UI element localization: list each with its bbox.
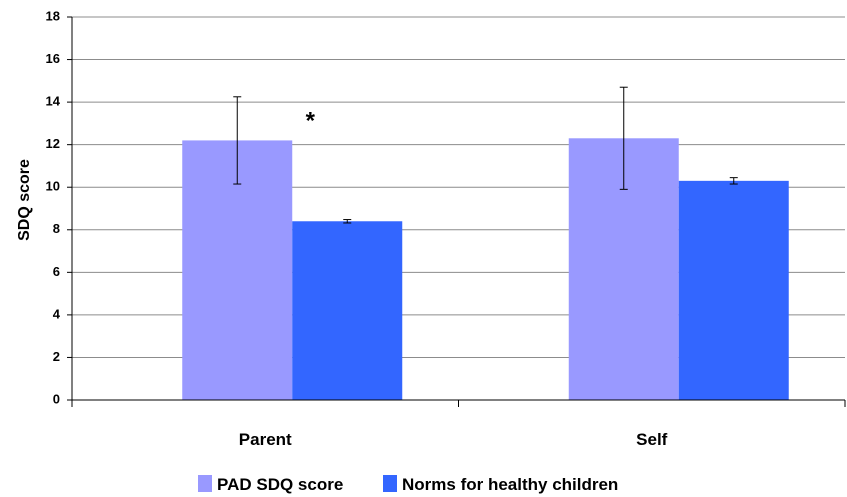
y-tick-label: 10 [46, 179, 60, 194]
annotations: * [306, 107, 316, 134]
axes [71, 17, 846, 407]
legend-swatch [198, 475, 212, 492]
significance-asterisk: * [306, 107, 316, 134]
y-axis-ticks: 0 2 4 6 8 10 12 14 16 18 [46, 8, 72, 406]
y-tick-label: 16 [46, 51, 60, 66]
legend-label: Norms for healthy children [402, 475, 618, 494]
x-category-label: Parent [239, 430, 292, 449]
y-tick-label: 2 [53, 349, 60, 364]
bar-norms-for-healthy-children [292, 221, 403, 400]
x-category-label: Self [636, 430, 668, 449]
x-axis-labels: Parent Self [239, 430, 668, 449]
y-axis-title: SDQ score [16, 159, 33, 241]
legend-swatch [383, 475, 397, 492]
y-tick-label: 12 [46, 136, 60, 151]
y-tick-label: 18 [46, 8, 60, 23]
legend-label: PAD SDQ score [217, 475, 343, 494]
error-bars [233, 86, 738, 224]
y-tick-label: 8 [53, 221, 60, 236]
bars [182, 138, 789, 401]
y-tick-label: 6 [53, 264, 60, 279]
y-tick-label: 0 [53, 391, 60, 406]
y-tick-label: 4 [53, 306, 61, 321]
bar-norms-for-healthy-children [678, 180, 789, 400]
legend: PAD SDQ score Norms for healthy children [198, 475, 618, 494]
y-tick-label: 14 [46, 94, 61, 109]
